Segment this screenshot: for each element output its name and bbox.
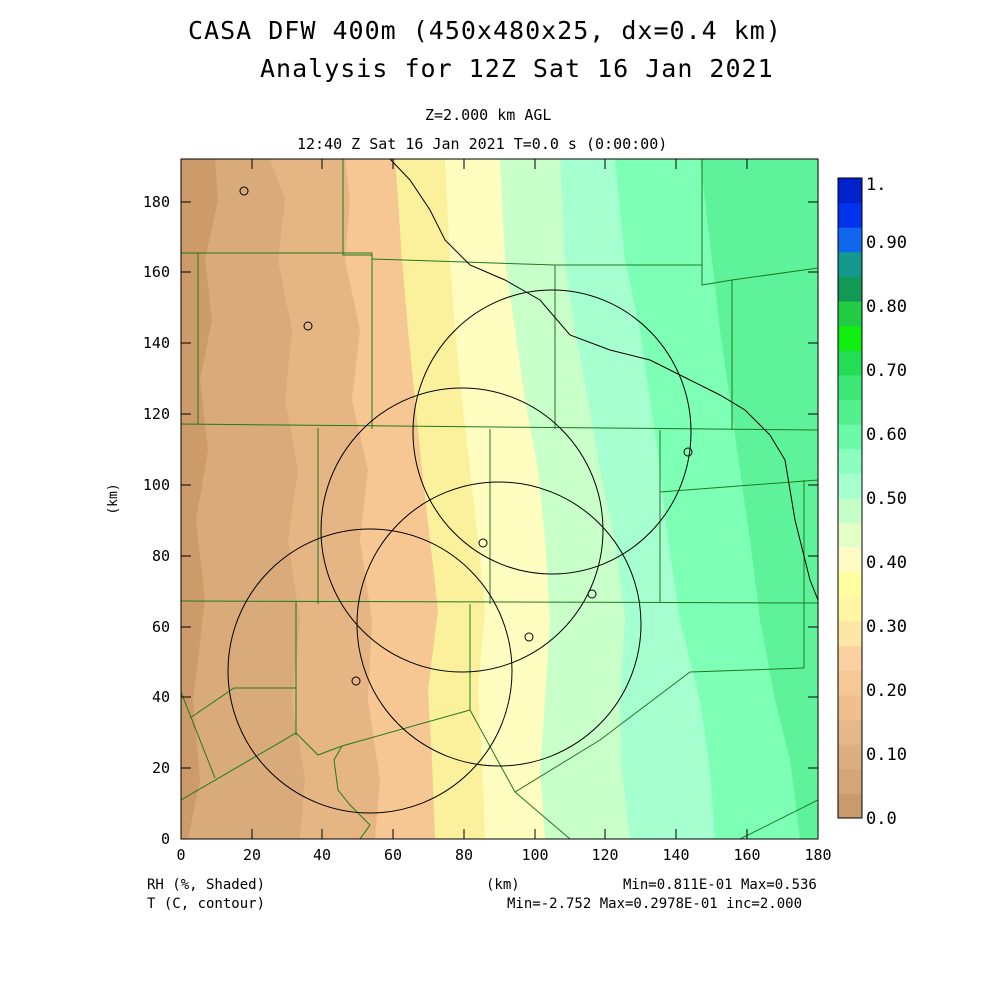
colorbar-swatch (838, 744, 862, 770)
x-tick-label: 60 (384, 846, 402, 864)
colorbar-label: 0.90 (866, 233, 907, 253)
colorbar-swatch (838, 473, 862, 499)
colorbar-frame (837, 177, 863, 819)
radar-site-marker (303, 321, 313, 331)
shading-range-label: Min=0.811E-01 Max=0.536 (623, 877, 817, 893)
colorbar-swatch (838, 571, 862, 597)
x-tick-label: 120 (591, 846, 618, 864)
range-ring-4 (227, 528, 513, 814)
colorbar-swatch (838, 374, 862, 401)
y-tick-label: 20 (152, 759, 170, 777)
county-lines (181, 159, 818, 839)
colorbar-swatch (838, 645, 862, 671)
colorbar-label: 0.80 (866, 297, 907, 317)
colorbar-swatch (838, 621, 862, 647)
colorbar-swatch (838, 522, 862, 548)
radar-site-marker (478, 538, 488, 548)
x-tick-label: 40 (313, 846, 331, 864)
colorbar-swatch (838, 202, 862, 228)
range-ring-2 (320, 387, 604, 673)
x-tick-label: 80 (455, 846, 473, 864)
colorbar-swatch (838, 793, 862, 819)
contour-range-label: Min=-2.752 Max=0.2978E-01 inc=2.000 (507, 896, 803, 912)
x-tick-label: 20 (243, 846, 261, 864)
x-tick-label: 180 (804, 846, 831, 864)
plot-frame (180, 158, 819, 840)
colorbar-swatch (838, 498, 862, 524)
y-axis-label: (km) (106, 483, 121, 514)
radar-site-marker (351, 676, 361, 686)
colorbar-swatch (838, 350, 862, 376)
x-axis-label: (km) (486, 877, 520, 893)
colorbar-swatch (838, 547, 862, 573)
colorbar-swatch (838, 276, 862, 302)
radar-site-marker (524, 632, 534, 642)
colorbar-label: 0.50 (866, 489, 907, 509)
colorbar-label: 0.40 (866, 553, 907, 573)
colorbar-label: 0.60 (866, 425, 907, 445)
title-line-2: Analysis for 12Z Sat 16 Jan 2021 (260, 54, 774, 83)
colorbar-swatch (838, 670, 862, 696)
colorbar-swatch (838, 448, 862, 474)
radar-site-marker (683, 447, 693, 457)
colorbar-swatch (838, 399, 862, 425)
x-tick-label: 100 (521, 846, 548, 864)
time-label: 12:40 Z Sat 16 Jan 2021 T=0.0 s (0:00:00… (297, 135, 668, 153)
colorbar-swatch (838, 251, 862, 277)
radar-rings (227, 289, 692, 814)
colorbar-label: 0.0 (866, 809, 897, 829)
y-tick-label: 80 (152, 547, 170, 565)
radar-site-marker (587, 589, 597, 599)
shading-field-label: RH (%, Shaded) (147, 877, 266, 893)
y-tick-label: 40 (152, 688, 170, 706)
colorbar-label: 0.70 (866, 361, 907, 381)
range-ring-3 (356, 481, 642, 767)
y-tick-label: 100 (143, 476, 170, 494)
colorbar-label: 0.20 (866, 681, 907, 701)
x-tick-label: 140 (662, 846, 689, 864)
axis-ticks (180, 159, 819, 840)
colorbar-swatch (838, 596, 862, 622)
colorbar-swatch (838, 424, 862, 450)
colorbar-label: 0.10 (866, 745, 907, 765)
title-line-1: CASA DFW 400m (450x480x25, dx=0.4 km) (188, 16, 782, 45)
colorbar-swatch (838, 301, 862, 327)
colorbar-swatch (838, 227, 862, 253)
contour-field-label: T (C, contour) (147, 896, 266, 912)
y-tick-label: 160 (143, 263, 170, 281)
colorbar-swatch (838, 768, 862, 794)
y-tick-label: 140 (143, 334, 170, 352)
rh-shading (181, 159, 818, 839)
river-line (389, 159, 818, 601)
radar-site-marker (239, 186, 249, 196)
x-tick-label: 160 (733, 846, 760, 864)
radar-sites (239, 186, 693, 686)
colorbar (838, 178, 862, 819)
y-tick-label: 60 (152, 618, 170, 636)
colorbar-swatch (838, 719, 862, 745)
x-tick-label: 0 (176, 846, 185, 864)
colorbar-swatch (838, 694, 862, 721)
colorbar-swatch (838, 325, 862, 351)
colorbar-label: 0.30 (866, 617, 907, 637)
y-tick-label: 180 (143, 193, 170, 211)
range-ring-1 (412, 289, 692, 575)
level-label: Z=2.000 km AGL (425, 106, 552, 124)
y-tick-label: 120 (143, 405, 170, 423)
colorbar-swatch (838, 178, 862, 204)
y-tick-label: 0 (161, 830, 170, 848)
colorbar-label: 1. (866, 175, 886, 195)
